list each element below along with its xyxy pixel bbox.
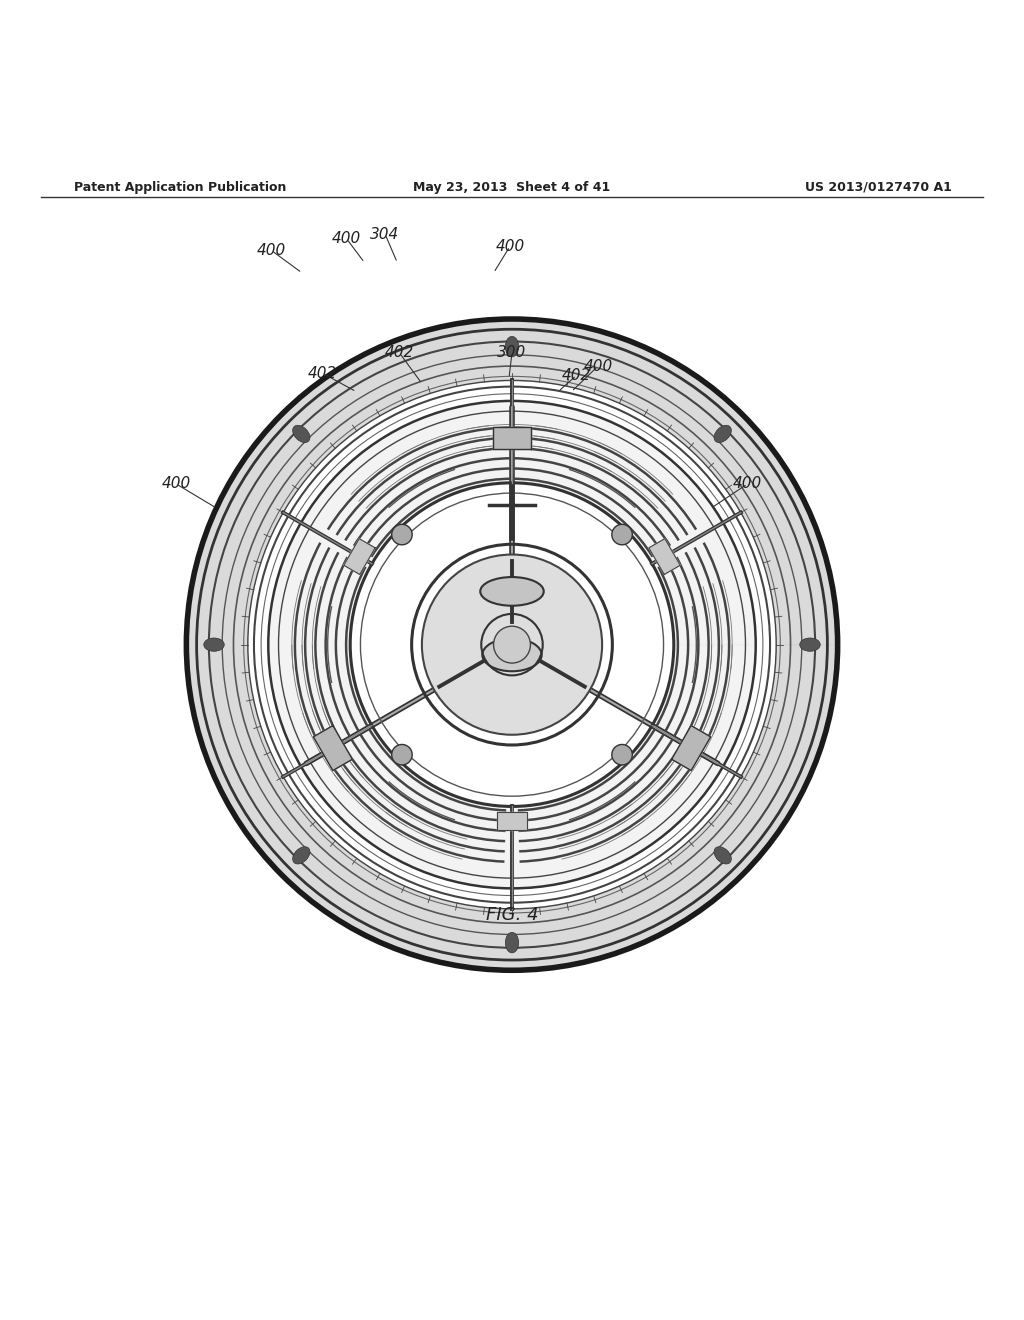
Circle shape [611,524,632,545]
Text: Patent Application Publication: Patent Application Publication [74,181,286,194]
Polygon shape [497,812,527,830]
Circle shape [494,626,530,663]
Text: 400: 400 [332,231,360,246]
Ellipse shape [480,577,544,606]
Text: 400: 400 [584,359,612,374]
Circle shape [611,744,632,764]
Text: 400: 400 [257,243,286,257]
Text: 300: 300 [498,346,526,360]
Polygon shape [649,539,680,574]
Polygon shape [186,319,838,970]
Ellipse shape [204,638,224,651]
Polygon shape [268,401,756,888]
Polygon shape [313,726,352,771]
Text: May 23, 2013  Sheet 4 of 41: May 23, 2013 Sheet 4 of 41 [414,181,610,194]
Ellipse shape [505,932,518,953]
Text: 400: 400 [162,477,190,491]
Ellipse shape [714,425,731,442]
Ellipse shape [800,638,820,651]
Ellipse shape [482,639,542,672]
Text: 402: 402 [385,346,414,360]
Ellipse shape [506,337,518,356]
Circle shape [392,744,413,764]
Text: 400: 400 [496,239,524,253]
Text: 304: 304 [371,227,399,242]
Ellipse shape [293,425,310,442]
Polygon shape [493,426,531,449]
Text: 402: 402 [308,366,337,380]
Text: US 2013/0127470 A1: US 2013/0127470 A1 [806,181,952,194]
Ellipse shape [714,846,731,865]
Circle shape [422,554,602,735]
Text: 402: 402 [562,368,591,383]
Polygon shape [344,539,375,574]
Ellipse shape [293,846,310,865]
Circle shape [392,524,413,545]
Text: FIG. 4: FIG. 4 [485,906,539,924]
Text: 400: 400 [733,477,762,491]
Polygon shape [672,726,711,771]
